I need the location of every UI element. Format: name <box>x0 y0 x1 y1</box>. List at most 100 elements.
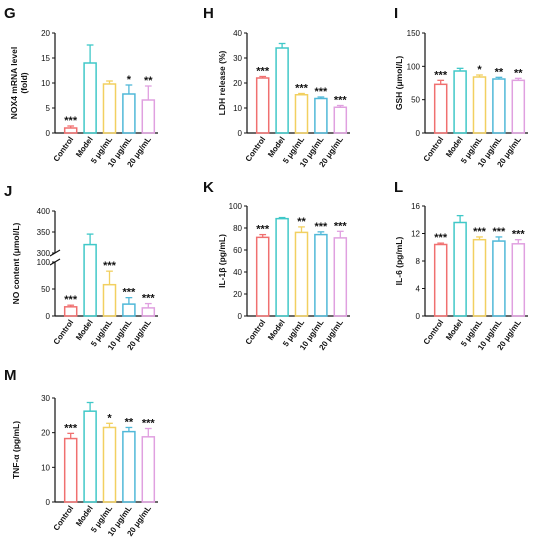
y-tick-label: 80 <box>233 224 242 233</box>
bar <box>333 237 348 317</box>
y-tick-label: 10 <box>41 79 50 88</box>
y-tick-label: 12 <box>411 230 420 239</box>
significance-marker: *** <box>64 294 78 306</box>
bar <box>122 93 136 134</box>
x-tick-label: Control <box>422 318 446 346</box>
x-tick-label: Control <box>52 504 76 532</box>
significance-marker: ** <box>514 67 523 79</box>
x-tick-label: Control <box>422 135 446 163</box>
y-tick-label: 0 <box>238 129 243 138</box>
bar <box>492 78 506 134</box>
y-tick-label: 350 <box>37 228 51 237</box>
panel-label: L <box>394 179 403 196</box>
bar <box>275 47 289 134</box>
significance-marker: *** <box>473 226 487 238</box>
y-axis-title: IL-6 (pg/mL) <box>394 237 404 286</box>
y-tick-label: 4 <box>416 285 421 294</box>
significance-marker: *** <box>256 224 270 236</box>
bar <box>472 238 487 317</box>
bar <box>63 306 78 317</box>
y-tick-label: 0 <box>46 498 51 507</box>
panel-label: J <box>4 183 12 200</box>
significance-marker: *** <box>314 221 328 233</box>
y-tick-label: 10 <box>233 104 242 113</box>
significance-marker: *** <box>492 226 506 238</box>
panel-label: H <box>203 5 214 22</box>
x-tick-label: Control <box>52 135 76 163</box>
bar <box>433 83 448 134</box>
y-tick-label: 16 <box>411 202 420 211</box>
significance-marker: *** <box>142 293 156 305</box>
y-axis-title: NOX4 mRNA level (fold) <box>9 47 29 119</box>
panel-label: M <box>4 367 17 384</box>
y-tick-label: 5 <box>46 104 51 113</box>
bar <box>492 240 506 317</box>
significance-marker: * <box>107 412 112 424</box>
bar <box>255 236 270 317</box>
y-axis-title-line: NOX4 mRNA level <box>9 47 19 119</box>
bar <box>83 410 97 503</box>
y-tick-label: 100 <box>37 258 51 267</box>
significance-marker: *** <box>122 287 136 299</box>
significance-marker: *** <box>334 220 348 232</box>
y-tick-label: 50 <box>41 285 50 294</box>
bar <box>255 77 270 134</box>
y-tick-label: 20 <box>233 79 242 88</box>
bar <box>511 79 526 134</box>
bar <box>433 243 448 317</box>
y-tick-label: 400 <box>37 207 51 216</box>
y-axis-title: IL-1β (pg/mL) <box>217 234 227 288</box>
panel-label: I <box>394 5 398 22</box>
bar <box>141 436 156 503</box>
significance-marker: *** <box>64 115 78 127</box>
y-tick-label: 0 <box>46 312 51 321</box>
y-axis-title: NO content (μmol/L) <box>11 222 21 304</box>
bar <box>314 97 328 134</box>
y-tick-label: 30 <box>233 54 242 63</box>
y-tick-label: 20 <box>41 29 50 38</box>
bar <box>83 243 97 317</box>
bar <box>102 283 117 317</box>
y-tick-label: 50 <box>411 96 420 105</box>
x-tick-label: Control <box>244 318 268 346</box>
significance-marker: *** <box>295 83 309 95</box>
y-tick-label: 0 <box>238 312 243 321</box>
y-tick-label: 30 <box>41 394 50 403</box>
y-axis-title-line: (fold) <box>19 72 29 93</box>
bar <box>63 127 78 134</box>
significance-marker: *** <box>434 232 448 244</box>
significance-marker: *** <box>512 229 526 241</box>
significance-marker: *** <box>334 95 348 107</box>
y-tick-label: 0 <box>416 312 421 321</box>
bar <box>141 99 156 134</box>
x-tick-label: Control <box>52 318 76 346</box>
y-tick-label: 60 <box>233 246 242 255</box>
bar <box>333 106 348 134</box>
significance-marker: *** <box>103 260 117 272</box>
significance-marker: *** <box>64 422 78 434</box>
significance-marker: * <box>477 64 482 76</box>
bar <box>511 243 526 317</box>
significance-marker: * <box>127 74 132 86</box>
significance-marker: *** <box>142 418 156 430</box>
y-tick-label: 10 <box>41 463 50 472</box>
y-tick-label: 20 <box>233 290 242 299</box>
significance-marker: *** <box>434 69 448 81</box>
significance-marker: *** <box>256 66 270 78</box>
bar <box>453 70 467 134</box>
bar <box>314 233 328 317</box>
y-tick-label: 0 <box>416 129 421 138</box>
bar <box>102 83 117 134</box>
y-axis-title: LDH release (%) <box>217 50 227 115</box>
bar <box>294 94 309 134</box>
y-tick-label: 100 <box>229 202 243 211</box>
y-tick-label: 20 <box>41 429 50 438</box>
y-tick-label: 100 <box>407 62 421 71</box>
bar <box>63 437 78 503</box>
